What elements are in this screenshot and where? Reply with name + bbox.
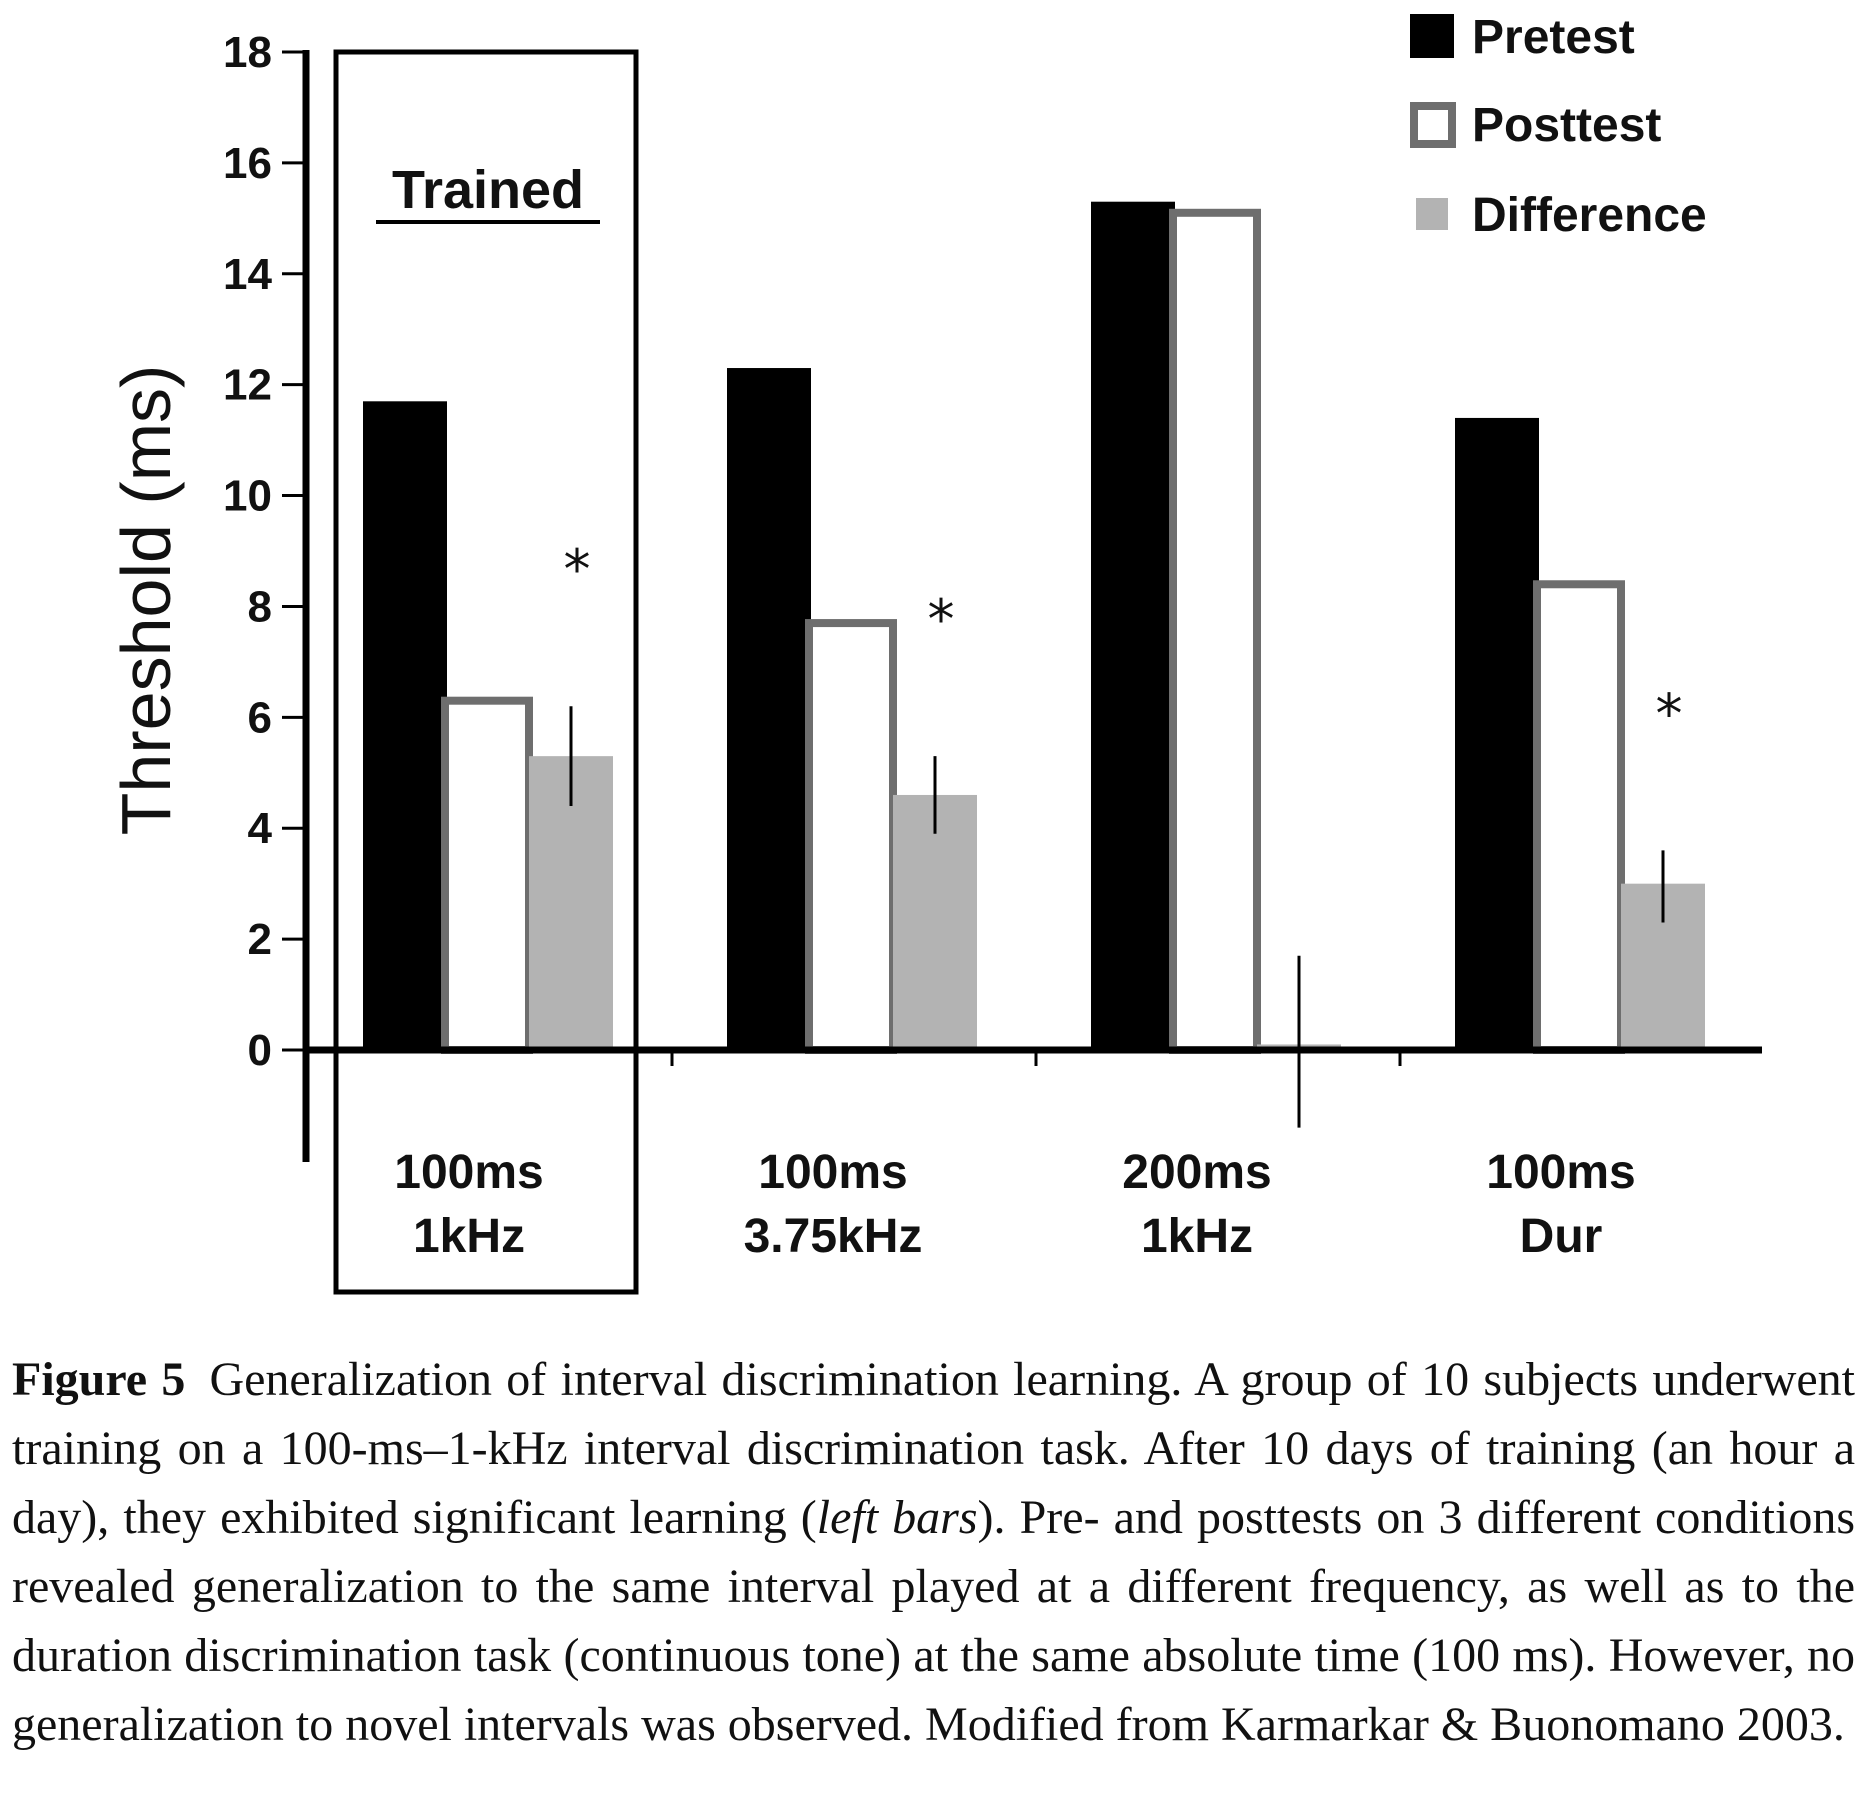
bar-pretest: [1091, 201, 1175, 1050]
legend-label-posttest: Posttest: [1472, 99, 1661, 152]
y-tick-label: 12: [223, 361, 272, 410]
figure-caption: Figure 5 Generalization of interval discr…: [12, 1345, 1855, 1759]
caption-text-part1: Generalization of interval discriminatio…: [12, 1353, 1856, 1544]
x-tick-label-line2: Dur: [1520, 1210, 1603, 1263]
bar-posttest: [1169, 208, 1261, 1055]
figure-label: Figure 5: [12, 1353, 186, 1406]
x-tick-label-line2: 1kHz: [413, 1210, 525, 1263]
caption-italic-text: left bars: [816, 1491, 978, 1544]
legend-label-difference: Difference: [1472, 189, 1707, 242]
legend-swatch-difference: [1416, 198, 1448, 230]
labels-layer: Trained * 100ms 1kHz * 100ms 3.75kHz 200ms 1kHz *…: [107, 28, 1683, 1295]
bar-difference: [893, 794, 977, 1050]
y-axis-label: Threshold (ms): [107, 365, 185, 836]
legend: Pretest Posttest Difference: [1410, 11, 1707, 242]
y-tick-label: 18: [223, 28, 272, 77]
y-tick-label: 2: [248, 915, 272, 964]
bar-pretest: [363, 401, 447, 1050]
y-tick-label: 10: [223, 472, 272, 521]
significance-marker: *: [564, 538, 591, 601]
y-tick-label: 8: [248, 582, 272, 631]
bar-posttest: [441, 696, 533, 1054]
trained-box: [333, 49, 639, 1295]
y-tick-label: 0: [248, 1026, 272, 1075]
x-tick-label-line1: 100ms: [1486, 1146, 1635, 1199]
significance-marker: *: [928, 588, 955, 651]
legend-swatch-posttest: [1410, 102, 1456, 148]
bar-pretest: [727, 368, 811, 1050]
legend-swatch-pretest: [1410, 14, 1454, 58]
bars-layer: [363, 201, 1705, 1128]
axes-layer: [282, 50, 1762, 1162]
caption-text-part2: ). Pre- and posttests on 3 different con…: [12, 1491, 1856, 1751]
y-tick-label: 4: [248, 804, 273, 853]
x-tick-label-line2: 3.75kHz: [744, 1210, 923, 1263]
trained-label: Trained: [392, 160, 584, 220]
x-tick-label-line1: 100ms: [394, 1146, 543, 1199]
x-tick-label-line2: 1kHz: [1141, 1210, 1253, 1263]
x-tick-label-line1: 200ms: [1122, 1146, 1271, 1199]
significance-marker: *: [1656, 682, 1683, 745]
bar-pretest: [1455, 417, 1539, 1050]
y-tick-label: 16: [223, 139, 272, 188]
y-tick-label: 14: [223, 250, 272, 299]
y-tick-label: 6: [248, 693, 272, 742]
bar-posttest: [1533, 580, 1625, 1054]
x-tick-label-line1: 100ms: [758, 1146, 907, 1199]
bar-chart: Trained * 100ms 1kHz * 100ms 3.75kHz 200ms 1kHz *…: [107, 11, 1762, 1295]
legend-label-pretest: Pretest: [1472, 11, 1635, 64]
bar-posttest: [805, 619, 897, 1054]
